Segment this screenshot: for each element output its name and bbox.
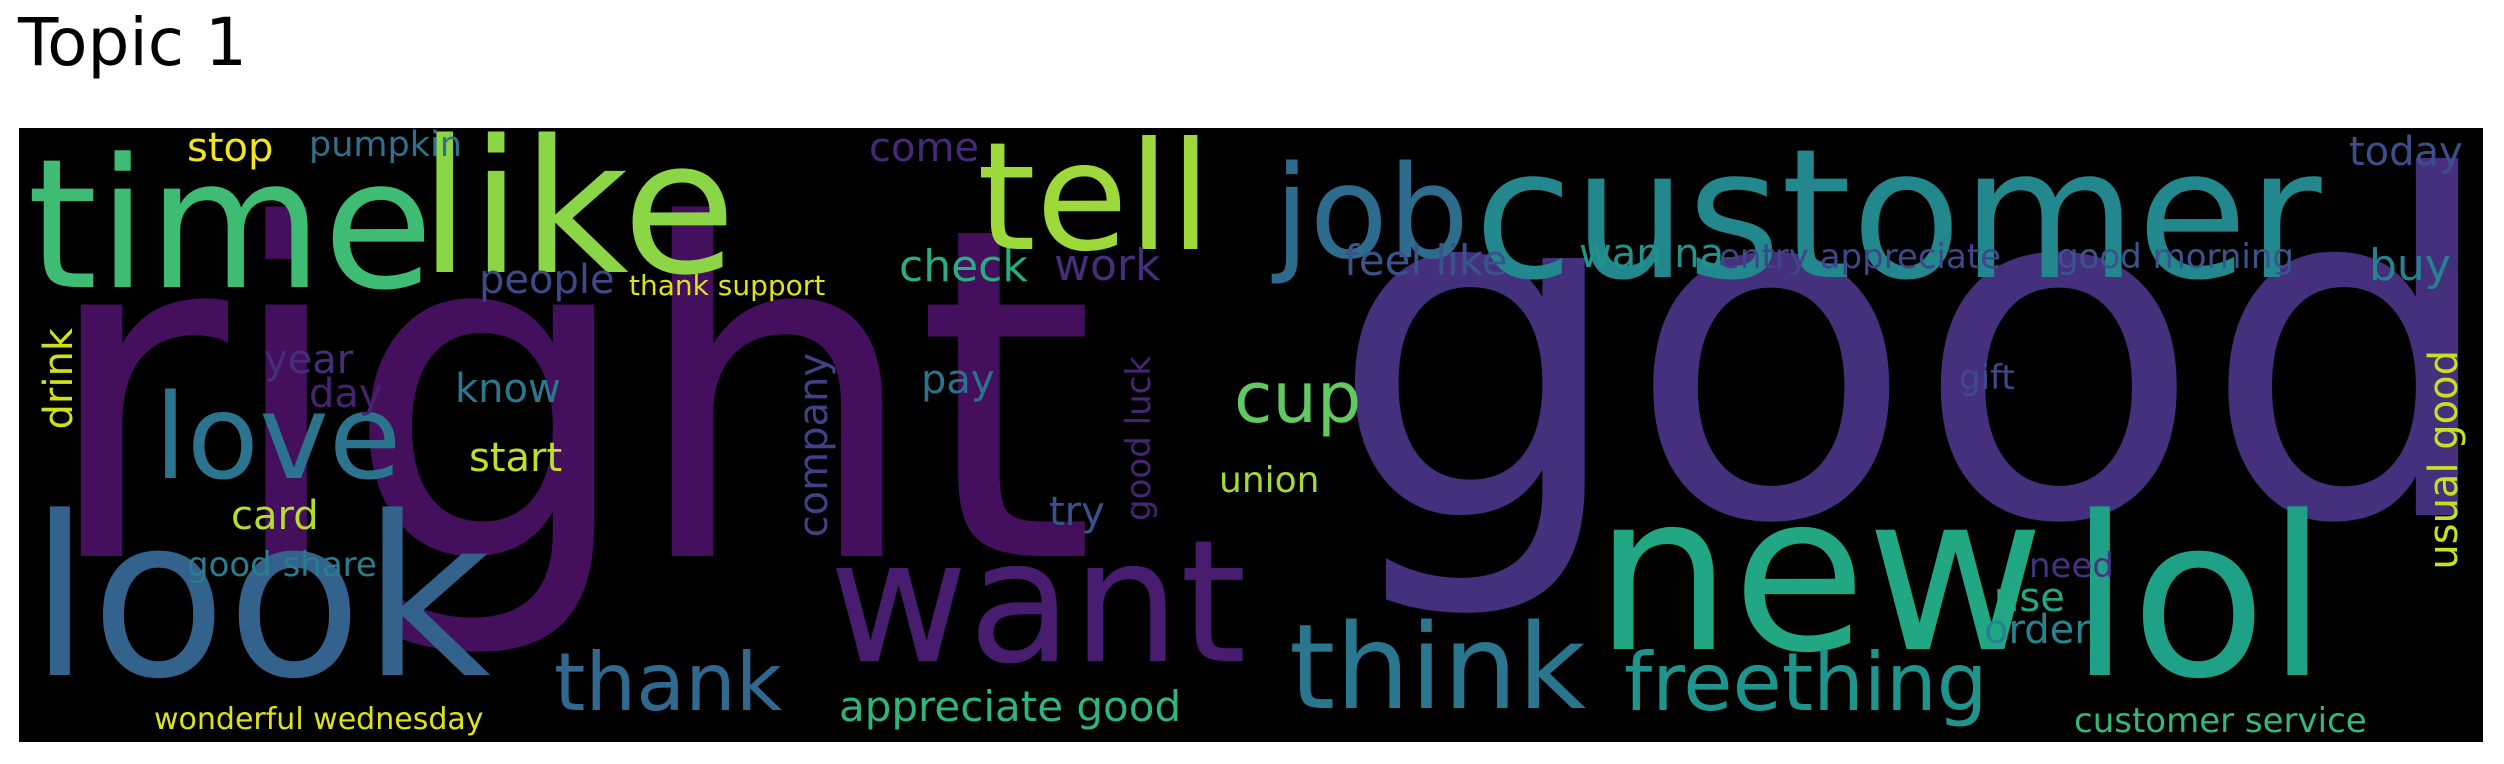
- word-good-luck: good luck: [1119, 356, 1159, 521]
- word-time: time: [27, 128, 434, 330]
- word-think: think: [1289, 598, 1586, 736]
- word-love: love: [154, 368, 402, 506]
- word-usual-good: usual good: [2421, 350, 2467, 570]
- word-stop: stop: [187, 128, 274, 171]
- word-work: work: [1054, 240, 1161, 291]
- word-start: start: [469, 435, 563, 481]
- word-customer-service: customer service: [2074, 701, 2367, 741]
- word-today: today: [2349, 129, 2463, 175]
- word-people: people: [479, 257, 615, 303]
- word-want: want: [829, 504, 1247, 702]
- word-tell: tell: [977, 128, 1212, 285]
- word-come: come: [869, 128, 980, 171]
- word-cloud: right good customer time like tell job n…: [19, 128, 2483, 742]
- word-look: look: [29, 470, 491, 728]
- word-feel-like: feel like: [1344, 236, 1508, 285]
- figure-title: Topic 1: [18, 4, 247, 81]
- word-thank-support: thank support: [629, 269, 826, 302]
- word-appreciate-good: appreciate good: [839, 682, 1182, 731]
- word-need: need: [2029, 546, 2114, 586]
- word-pay: pay: [921, 357, 995, 403]
- word-lol: lol: [2069, 470, 2329, 728]
- word-good-morning: good morning: [2057, 237, 2295, 277]
- word-freething: freething: [1624, 636, 1988, 729]
- word-wan-na: wan na: [1579, 231, 1725, 277]
- word-like: like: [419, 128, 737, 316]
- word-company: company: [791, 353, 837, 538]
- word-cup: cup: [1234, 357, 1362, 439]
- word-day: day: [309, 371, 383, 417]
- word-drink: drink: [36, 328, 82, 430]
- word-buy: buy: [2369, 240, 2451, 291]
- word-job: job: [1274, 139, 1470, 288]
- word-right: right: [39, 130, 1096, 665]
- word-order: order: [1984, 607, 2091, 653]
- word-gift: gift: [1959, 358, 2015, 398]
- word-card: card: [231, 493, 319, 539]
- word-customer: customer: [1474, 128, 2322, 320]
- word-union: union: [1219, 460, 1320, 501]
- word-use: use: [1994, 575, 2065, 621]
- word-pumpkin: pumpkin: [309, 128, 462, 165]
- word-check: check: [899, 241, 1028, 292]
- word-try: try: [1049, 489, 1105, 535]
- word-entry-appreciate: entry appreciate: [1719, 237, 2002, 277]
- word-know: know: [455, 366, 561, 412]
- word-thank: thank: [554, 636, 783, 729]
- word-good: good: [1329, 128, 2483, 626]
- word-wonderful-wednesday: wonderful wednesday: [154, 702, 484, 737]
- word-year: year: [264, 337, 354, 383]
- word-good-share: good share: [187, 545, 377, 585]
- word-new: new: [1594, 448, 2045, 701]
